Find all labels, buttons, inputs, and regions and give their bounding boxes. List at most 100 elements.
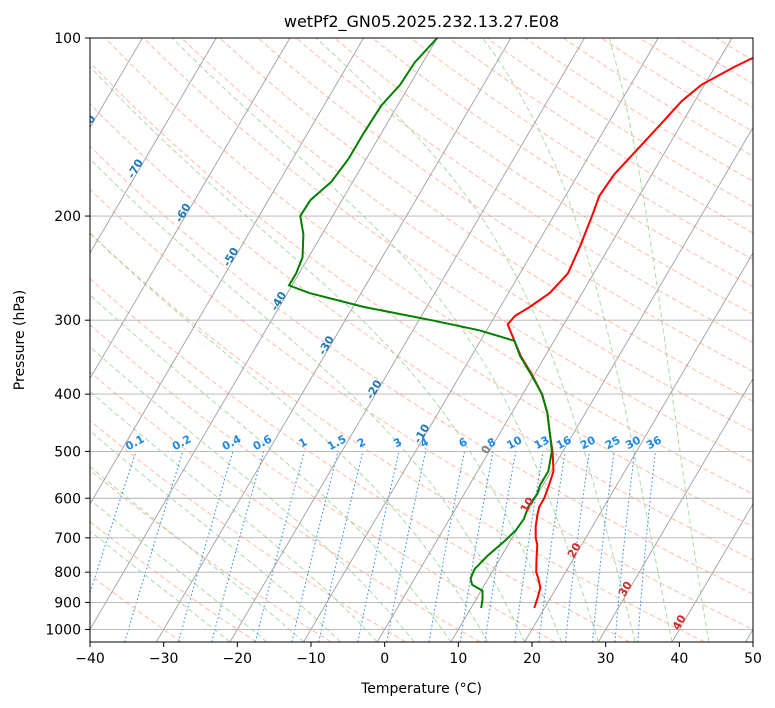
- mixing-ratio-label: 16: [554, 433, 574, 452]
- mixing-ratio-line: [291, 451, 339, 642]
- x-tick-label: −30: [149, 651, 179, 667]
- moist-adiabat-line: [90, 294, 452, 642]
- x-tick-label: 50: [744, 651, 762, 667]
- mixing-ratio-label: 10: [505, 433, 525, 452]
- x-tick-label: 20: [523, 651, 541, 667]
- moist-adiabat-line: [171, 38, 599, 642]
- mixing-ratio-line: [211, 451, 265, 642]
- profile-series: [287, 38, 753, 609]
- isotherm-line: [90, 38, 291, 380]
- chart-title: wetPf2_GN05.2025.232.13.27.E08: [284, 12, 559, 32]
- y-tick-label: 100: [54, 31, 81, 47]
- moist-adiabat-line: [90, 158, 526, 642]
- moist-adiabat-line: [90, 346, 415, 642]
- x-axis: −40 −30 −20 −10 0 10 20 30 40 50: [75, 642, 762, 667]
- moist-adiabat-line: [90, 430, 341, 642]
- isotherm-line: [0, 38, 69, 642]
- y-tick-label: 1000: [45, 622, 81, 638]
- dry-adiabat-line: [295, 38, 753, 344]
- mixing-ratio-line: [459, 451, 494, 642]
- isotherm-label: -80: [77, 112, 98, 136]
- moist-adiabat-line: [90, 465, 304, 642]
- mixing-ratio-line: [514, 451, 544, 642]
- x-tick-label: −20: [223, 651, 253, 667]
- dry-adiabat-line: [257, 38, 753, 373]
- dewpoint-line: [287, 38, 553, 609]
- dry-adiabat-line: [90, 419, 406, 642]
- dry-adiabat-line: [333, 38, 753, 315]
- dry-adiabat-line: [90, 232, 705, 642]
- plot-frame: [89, 37, 754, 643]
- x-tick-label: −40: [75, 651, 105, 667]
- isotherm-line: [671, 503, 753, 642]
- y-tick-label: 500: [54, 444, 81, 460]
- moist-adiabat-line: [90, 65, 562, 642]
- dry-adiabat-line: [524, 38, 753, 182]
- x-tick-label: 0: [380, 651, 389, 667]
- y-tick-label: 900: [54, 595, 81, 611]
- isotherm-line: [90, 38, 438, 631]
- isotherm-line: [597, 377, 753, 642]
- dry-adiabats: [90, 38, 753, 642]
- mixing-ratio-line: [124, 451, 184, 642]
- mixing-ratio-label: 36: [644, 433, 664, 452]
- dry-adiabat-line: [90, 61, 753, 528]
- isotherm-line: [90, 38, 364, 505]
- isotherm-label: -90: [29, 68, 50, 92]
- y-axis: 100 200 300 400 500 600 700 800 900 1000: [45, 31, 90, 638]
- moist-adiabats: [90, 38, 710, 642]
- plot-area: [90, 38, 753, 642]
- isotherm-line: [155, 38, 512, 642]
- x-tick-label: −10: [296, 651, 326, 667]
- dry-adiabat-line: [90, 103, 753, 561]
- isotherm-line: [524, 252, 753, 642]
- mixing-ratio-label: 25: [603, 433, 623, 452]
- moist-adiabat-line: [608, 38, 710, 642]
- y-tick-label: 800: [54, 565, 81, 581]
- mixing-ratio-label: 13: [532, 433, 552, 452]
- mixing-ratio-label: 30: [623, 433, 643, 452]
- pressure-gridlines: [90, 38, 753, 630]
- dry-adiabat-line: [143, 38, 753, 463]
- isotherm-label: -100: [0, 21, 5, 52]
- x-tick-label: 10: [449, 651, 467, 667]
- moist-adiabat-line: [90, 390, 378, 642]
- y-tick-label: 600: [54, 491, 81, 507]
- y-tick-label: 300: [54, 313, 81, 329]
- isotherm-line: [450, 126, 753, 642]
- mixing-ratio-line: [318, 451, 364, 642]
- y-tick-label: 700: [54, 531, 81, 547]
- y-tick-label: 400: [54, 387, 81, 403]
- moist-adiabat-line: [90, 530, 231, 642]
- isotherm-line: [229, 38, 585, 642]
- x-tick-label: 30: [597, 651, 615, 667]
- mixing-ratio-line: [386, 451, 427, 642]
- dry-adiabat-line: [448, 38, 753, 234]
- y-tick-label: 200: [54, 209, 81, 225]
- mixing-ratio-line: [357, 451, 400, 642]
- dry-adiabat-line: [181, 38, 753, 432]
- isotherms: [0, 38, 753, 642]
- moist-adiabat-line: [315, 38, 636, 642]
- dry-adiabat-line: [90, 188, 753, 631]
- mixing-ratio-line: [90, 451, 137, 595]
- dry-adiabat-line: [90, 145, 753, 595]
- moist-adiabat-line: [90, 232, 489, 642]
- mixing-ratio-label: 20: [578, 433, 598, 452]
- moist-adiabat-line: [90, 499, 268, 642]
- dry-adiabat-line: [219, 38, 753, 402]
- dry-adiabat-line: [562, 38, 753, 157]
- mixing-ratio-line: [428, 451, 465, 642]
- isotherm-line: [303, 38, 659, 642]
- x-tick-label: 40: [670, 651, 688, 667]
- y-axis-label: Pressure (hPa): [12, 290, 28, 390]
- dry-adiabat-line: [90, 469, 332, 642]
- isotherm-line: [376, 38, 733, 642]
- moist-adiabat-line: [482, 38, 673, 642]
- dry-adiabat-line: [410, 38, 753, 261]
- dry-adiabat-line: [90, 323, 556, 642]
- mixing-ratio-line: [177, 451, 234, 642]
- dry-adiabat-line: [90, 371, 481, 642]
- mixing-ratio-line: [254, 451, 305, 642]
